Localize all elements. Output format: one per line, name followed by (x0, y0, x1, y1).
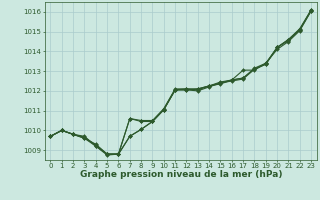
X-axis label: Graphe pression niveau de la mer (hPa): Graphe pression niveau de la mer (hPa) (80, 170, 282, 179)
